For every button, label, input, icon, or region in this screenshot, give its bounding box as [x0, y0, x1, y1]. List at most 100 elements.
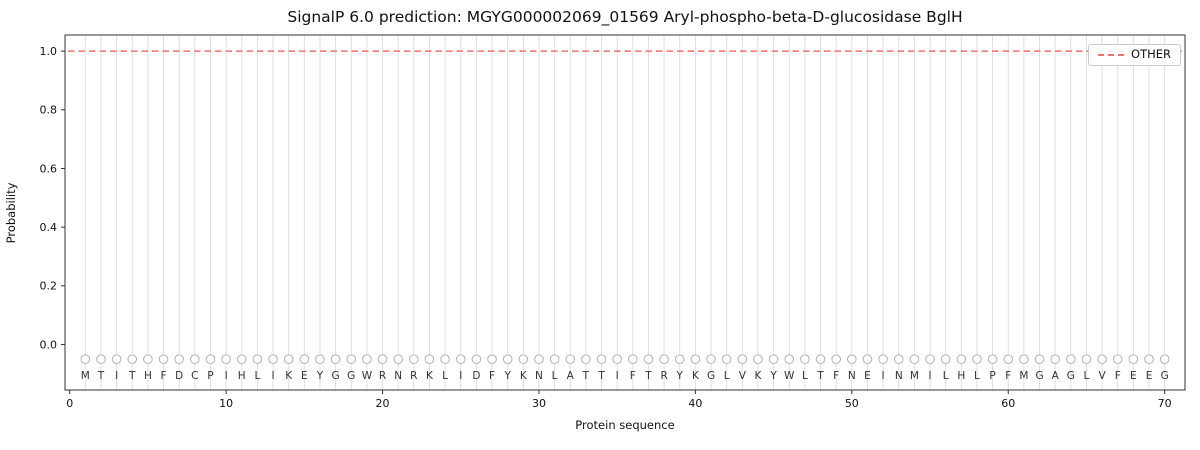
y-tick-label: 0.8 — [40, 104, 58, 117]
residue-letter: T — [597, 370, 605, 382]
residue-letter: K — [520, 370, 528, 382]
residue-letter: N — [535, 370, 543, 382]
residue-letter: L — [974, 370, 980, 382]
residue-marker — [455, 354, 466, 364]
residue-letter: I — [882, 370, 885, 382]
residue-marker — [424, 354, 435, 364]
residue-letter: F — [1005, 370, 1011, 382]
residue-letter: K — [426, 370, 434, 382]
residue-letter: G — [707, 370, 715, 382]
residue-marker — [753, 354, 763, 364]
residue-letter: G — [1035, 370, 1043, 382]
residue-letter: K — [692, 370, 700, 382]
residue-marker — [205, 354, 216, 364]
residue-letter: W — [362, 370, 373, 382]
residue-marker — [690, 354, 701, 364]
residue-marker — [1034, 354, 1045, 364]
residue-letter: E — [1146, 370, 1153, 382]
residue-letter: T — [816, 370, 824, 382]
residue-marker — [878, 354, 888, 364]
residue-letter: D — [175, 370, 183, 382]
residue-letter: E — [301, 370, 308, 382]
residue-letter: L — [442, 370, 448, 382]
residue-letter: P — [207, 370, 213, 382]
residue-marker — [518, 354, 529, 364]
y-tick-label: 0.4 — [40, 221, 58, 234]
residue-letter: N — [848, 370, 856, 382]
residue-letter: G — [347, 370, 355, 382]
legend: OTHER — [1088, 44, 1181, 66]
residue-marker — [784, 354, 795, 364]
residue-letter: H — [957, 370, 965, 382]
residue-marker — [440, 354, 450, 364]
residue-marker — [643, 354, 654, 364]
residue-marker — [1081, 354, 1092, 364]
residue-letter: T — [97, 370, 105, 382]
residue-letter: K — [755, 370, 763, 382]
residue-marker — [1097, 354, 1107, 364]
residue-marker — [596, 354, 607, 364]
residue-marker — [815, 354, 826, 364]
residue-letter: N — [895, 370, 903, 382]
residue-marker — [1128, 354, 1139, 364]
residue-marker — [471, 354, 482, 364]
residue-letter: R — [379, 370, 386, 382]
residue-marker — [236, 354, 247, 364]
residue-marker — [628, 354, 638, 364]
residue-marker — [549, 354, 560, 364]
x-tick-label: 20 — [376, 397, 390, 410]
x-tick-label: 70 — [1158, 397, 1172, 410]
residue-letter: E — [864, 370, 871, 382]
x-tick-label: 0 — [66, 397, 73, 410]
residue-marker — [1050, 354, 1060, 364]
residue-letter: M — [81, 370, 90, 382]
residue-marker — [158, 354, 169, 364]
residue-letter: L — [552, 370, 558, 382]
residue-marker — [831, 354, 841, 364]
axes-spine — [64, 34, 1186, 391]
legend-other-dashed-line-icon — [1098, 53, 1125, 56]
residue-marker — [315, 354, 325, 364]
residue-marker — [612, 354, 622, 364]
residue-marker — [737, 354, 748, 364]
residue-letter: Y — [503, 370, 511, 382]
residue-letter: Y — [316, 370, 324, 382]
residue-letter: R — [660, 370, 667, 382]
x-tick-label: 60 — [1001, 397, 1015, 410]
residue-letter: V — [1099, 370, 1107, 382]
residue-marker — [909, 354, 920, 364]
residue-marker — [1144, 354, 1154, 364]
x-tick-label: 30 — [532, 397, 546, 410]
residue-letter: N — [394, 370, 402, 382]
residue-marker — [80, 354, 91, 364]
residue-letter: G — [1161, 370, 1169, 382]
residue-marker — [706, 354, 716, 364]
residue-marker — [800, 354, 810, 364]
residue-letter: G — [332, 370, 340, 382]
residue-letter: H — [144, 370, 152, 382]
residue-marker — [268, 354, 278, 364]
residue-marker — [96, 354, 106, 364]
residue-letter: L — [802, 370, 808, 382]
residue-letter: K — [285, 370, 293, 382]
residue-letter: I — [225, 370, 228, 382]
gridline-layer — [84, 35, 1166, 390]
residue-letter: L — [254, 370, 260, 382]
residue-letter: R — [410, 370, 417, 382]
y-tick-label: 1.0 — [40, 45, 58, 58]
residue-marker — [1159, 354, 1170, 364]
residue-letter: L — [724, 370, 730, 382]
residue-marker — [1112, 354, 1123, 364]
y-tick-label: 0.6 — [40, 162, 58, 175]
residue-marker — [252, 354, 263, 364]
residue-marker — [283, 354, 294, 364]
residue-letter: L — [1084, 370, 1090, 382]
residue-letter: F — [161, 370, 167, 382]
residue-letter: A — [1052, 370, 1060, 382]
residue-letter: I — [459, 370, 462, 382]
residue-letter: L — [943, 370, 949, 382]
residue-marker — [1066, 354, 1076, 364]
residue-marker — [409, 354, 419, 364]
